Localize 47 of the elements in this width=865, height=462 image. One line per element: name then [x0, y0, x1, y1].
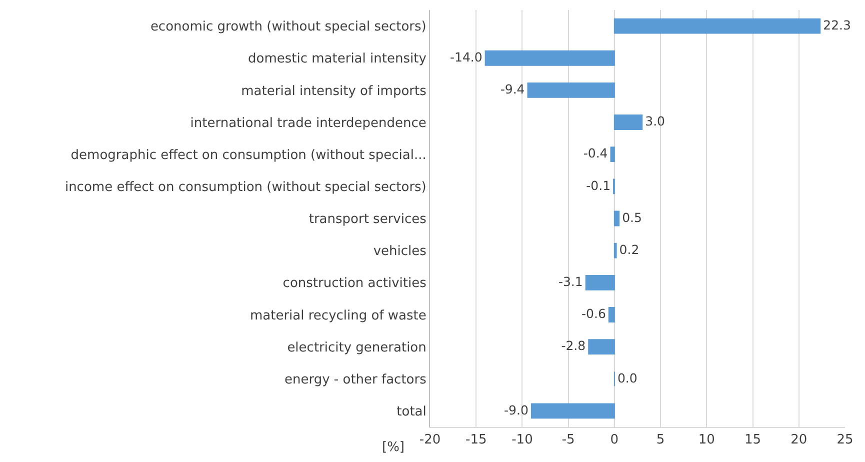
- data-label: -14.0: [450, 49, 482, 64]
- data-label: -2.8: [561, 338, 586, 354]
- bar: [585, 274, 615, 290]
- data-label: -9.0: [504, 402, 528, 418]
- data-label: -9.4: [500, 82, 525, 97]
- x-tick-label: 10: [698, 432, 715, 448]
- data-label: -0.1: [586, 178, 611, 193]
- y-tick-label: international trade interdependence: [190, 116, 426, 131]
- x-tick-label: 15: [744, 432, 762, 448]
- x-tick-label: 20: [790, 432, 808, 448]
- y-tick-label: total: [396, 404, 426, 420]
- bar: [610, 146, 615, 162]
- bar: [588, 339, 615, 355]
- data-label: -3.1: [558, 274, 583, 290]
- bar: [530, 403, 615, 419]
- data-label: -0.6: [582, 306, 606, 322]
- x-axis-title: [%]: [382, 440, 404, 455]
- bar: [608, 307, 615, 322]
- bar: [527, 82, 615, 98]
- x-tick-label: 0: [610, 432, 619, 448]
- y-tick-label: material intensity of imports: [241, 84, 427, 99]
- y-tick-label: construction activities: [282, 276, 427, 292]
- y-tick-label: electricity generation: [287, 340, 426, 356]
- bar: [614, 210, 620, 226]
- data-label: 3.0: [645, 114, 666, 129]
- x-tick-label: -20: [419, 432, 441, 448]
- data-label: 22.3: [823, 17, 851, 32]
- y-tick-label: income effect on consumption (without special sectors): [64, 180, 426, 195]
- x-tick-label: -10: [512, 432, 533, 448]
- y-tick-label: vehicles: [373, 244, 427, 260]
- x-tick-label: 5: [656, 432, 665, 448]
- y-tick-label: energy - other factors: [284, 372, 427, 388]
- bar: [614, 114, 643, 130]
- y-tick-label: transport services: [308, 212, 427, 228]
- x-tick-label: -15: [465, 432, 487, 448]
- y-tick-label: domestic material intensity: [248, 52, 427, 67]
- y-tick-label: demographic effect on consumption (without special...: [70, 148, 426, 163]
- data-label: 0.2: [619, 242, 640, 257]
- data-label: -0.4: [583, 146, 608, 161]
- data-label: 0.5: [622, 210, 642, 225]
- x-tick-label: -5: [562, 432, 575, 448]
- data-label: 0.0: [617, 370, 638, 386]
- x-tick-label: 25: [836, 432, 854, 448]
- bar: [484, 50, 615, 66]
- y-tick-label: economic growth (without special sectors): [150, 20, 426, 35]
- y-tick-label: material recycling of waste: [250, 308, 426, 324]
- bar: [614, 18, 821, 34]
